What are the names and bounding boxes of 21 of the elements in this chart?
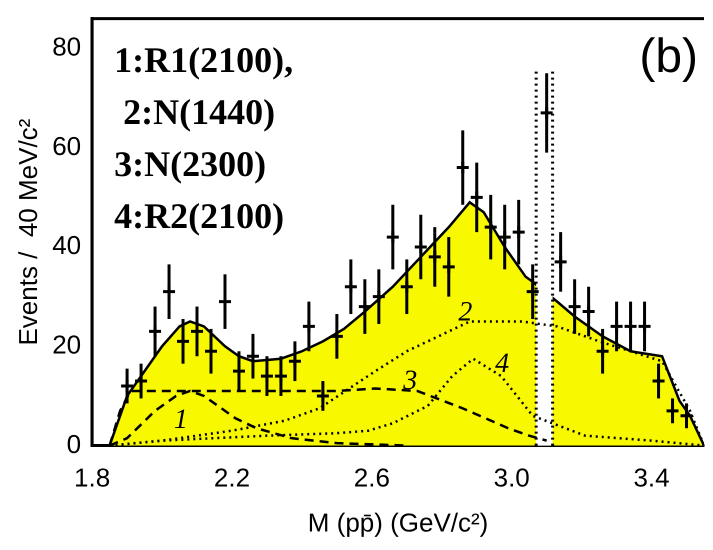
annotation: 4:R2(2100) (114, 196, 284, 236)
annotation: 2 (458, 296, 472, 328)
x-tick-label: 1.8 (74, 462, 110, 492)
y-tick-label: 0 (66, 428, 82, 459)
x-tick-label: 3.0 (494, 462, 530, 492)
x-tick-label: 3.4 (633, 462, 670, 492)
annotation: (b) (639, 30, 698, 83)
annotation: 1:R1(2100), (114, 40, 294, 80)
annotation: 3:N(2300) (114, 144, 266, 184)
annotation: 3 (402, 364, 418, 396)
y-tick-label: 60 (52, 130, 82, 161)
x-axis-title: M (pp̄) (GeV/c²) (308, 508, 488, 538)
y-tick-label: 20 (52, 329, 82, 360)
annotation: 1 (174, 404, 188, 436)
annotation: 4 (495, 348, 510, 379)
y-axis-title: Events / 40 MeV/c² (12, 118, 43, 346)
x-tick-label: 2.2 (214, 462, 250, 492)
annotation: 2:N(1440) (114, 92, 276, 132)
y-tick-label: 40 (52, 230, 82, 260)
x-tick-label: 2.6 (354, 462, 390, 492)
y-tick-label: 80 (52, 32, 82, 62)
